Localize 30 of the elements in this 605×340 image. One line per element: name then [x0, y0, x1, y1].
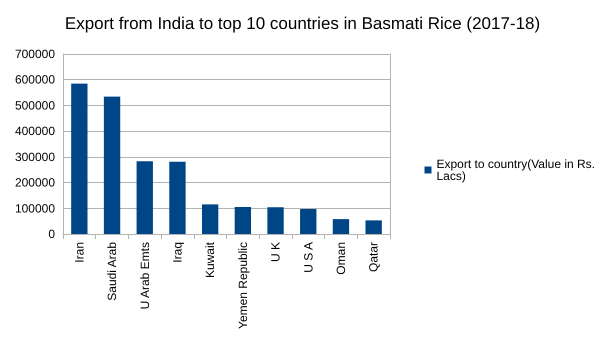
bar [234, 207, 252, 234]
y-tick-label: 500000 [14, 98, 56, 112]
bar [104, 96, 120, 234]
x-tick-label: U S A [301, 242, 316, 273]
legend-label: Export to country(Value in Rs. Lacs) [436, 157, 595, 183]
y-tick-label: 600000 [14, 72, 56, 87]
bar [267, 207, 284, 234]
bar [169, 162, 186, 234]
bar [71, 84, 88, 234]
x-tick-label: Iraq [170, 242, 184, 263]
y-tick-label: 700000 [14, 47, 56, 61]
bar [365, 220, 382, 234]
bar [332, 219, 350, 234]
x-tick-label: U Arab Emts [138, 242, 152, 310]
bar [202, 204, 218, 234]
x-tick-label: Oman [334, 242, 348, 275]
x-tick-label: Yemen Republic [236, 242, 250, 329]
bar [136, 161, 153, 234]
x-tick-label: Qatar [366, 242, 381, 272]
x-tick-label: Kuwait [203, 241, 218, 278]
y-tick-label: 100000 [14, 201, 56, 216]
y-tick-label: 400000 [14, 124, 56, 138]
y-tick-label: 200000 [14, 176, 56, 190]
x-tick-label: Iran [72, 242, 86, 263]
x-tick-label: Saudi Arab [105, 242, 120, 301]
x-tick-label: U K [268, 242, 283, 262]
chart-title: Export from India to top 10 countries in Basmati Rice (2017-18) [64, 14, 540, 33]
bar [300, 209, 316, 234]
y-tick-label: 300000 [14, 150, 56, 164]
y-tick-label: 0 [48, 227, 56, 241]
